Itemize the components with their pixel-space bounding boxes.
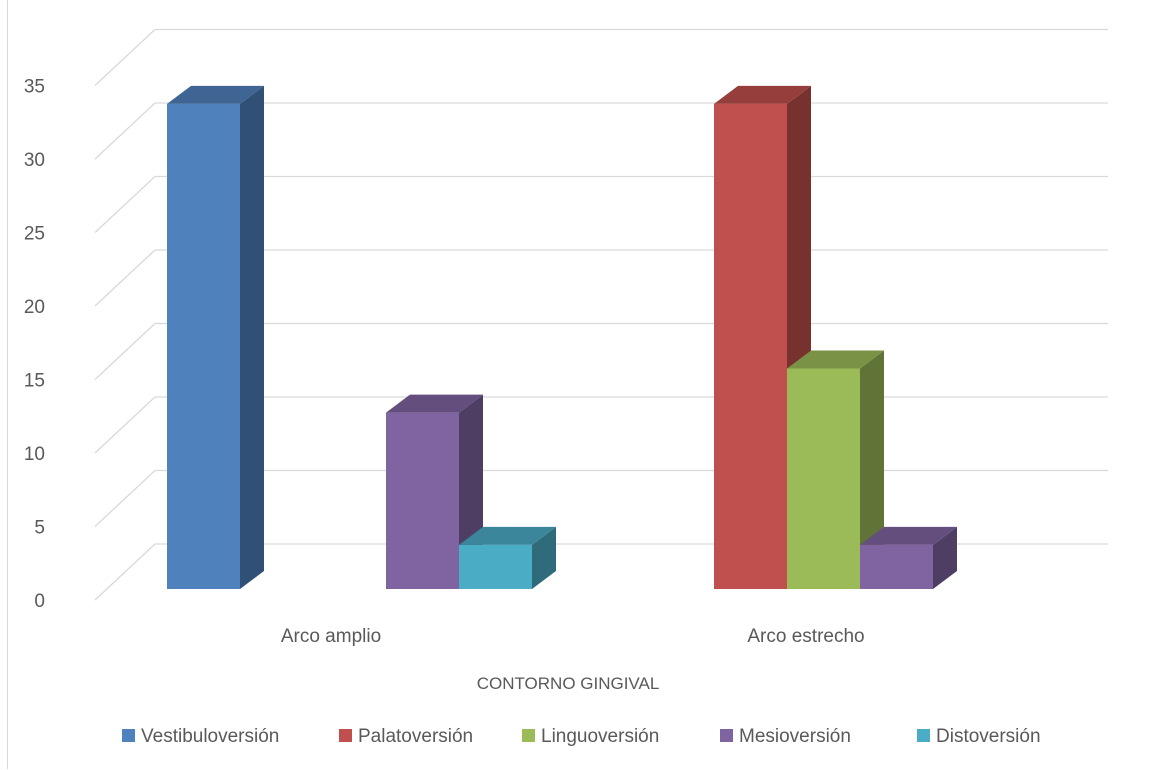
grid-depth-line <box>94 176 156 233</box>
category-label: Arco amplio <box>281 626 381 647</box>
legend-item: Vestibuloversión <box>122 726 279 747</box>
bar-vestibuloversión-0 <box>167 85 264 590</box>
bar-top <box>860 526 957 545</box>
bar-top <box>714 85 811 104</box>
x-axis-title: CONTORNO GINGIVAL <box>477 674 660 693</box>
bar-side <box>240 85 264 590</box>
legend-label: Distoversión <box>936 726 1041 747</box>
legend-swatch <box>917 729 930 742</box>
bars <box>167 85 957 590</box>
y-tick-label: 30 <box>24 150 45 171</box>
grid-depth-line <box>94 543 156 601</box>
grid-depth-line <box>94 102 156 160</box>
grid-depth-line <box>94 249 156 307</box>
grid-depth-line <box>94 396 156 454</box>
grid-depth-line <box>94 323 156 380</box>
bar-side <box>860 350 884 589</box>
y-tick-label: 10 <box>24 444 45 465</box>
bar-top <box>167 85 264 104</box>
grid-depth-line <box>94 470 156 527</box>
legend-swatch <box>339 729 352 742</box>
legend-item: Palatoversión <box>339 726 473 747</box>
bar-linguoversión-1 <box>787 350 884 589</box>
bar-mesioversión-1 <box>860 526 957 589</box>
bar-top <box>386 394 483 413</box>
bar-top <box>459 526 556 545</box>
y-tick-label: 5 <box>34 518 45 539</box>
bar-front <box>386 412 459 589</box>
legend-swatch <box>522 729 535 742</box>
bar-distoversión-0 <box>459 526 556 589</box>
y-tick-label: 25 <box>24 224 45 245</box>
y-tick-label: 20 <box>24 297 45 318</box>
bar-side <box>532 526 556 589</box>
legend: Vestibuloversión Palatoversión Linguoversi… <box>122 726 1041 747</box>
y-tick-label: 0 <box>34 591 45 612</box>
legend-item: Mesioversión <box>720 726 851 747</box>
bar-front <box>714 103 787 590</box>
chart-frame <box>7 0 1149 769</box>
legend-label: Vestibuloversión <box>141 726 279 747</box>
bar-front <box>459 544 532 589</box>
bar-mesioversión-0 <box>386 394 483 589</box>
legend-label: Linguoversión <box>541 726 659 747</box>
bar-side <box>933 526 957 589</box>
bar-top <box>787 350 884 369</box>
bar-front <box>787 368 860 589</box>
legend-item: Distoversión <box>917 726 1041 747</box>
bar-front <box>860 544 933 589</box>
category-label: Arco estrecho <box>747 626 864 647</box>
y-tick-label: 15 <box>24 371 45 392</box>
legend-swatch <box>720 729 733 742</box>
legend-item: Linguoversión <box>522 726 659 747</box>
legend-label: Palatoversión <box>358 726 473 747</box>
legend-swatch <box>122 729 135 742</box>
legend-label: Mesioversión <box>739 726 851 747</box>
grid-depth-line <box>94 29 156 86</box>
y-tick-label: 35 <box>24 77 45 98</box>
category-labels: Arco amplio Arco estrecho <box>281 626 865 647</box>
bar-front <box>167 103 240 590</box>
y-tick-labels: 0 5 10 15 20 25 30 35 <box>24 77 45 613</box>
